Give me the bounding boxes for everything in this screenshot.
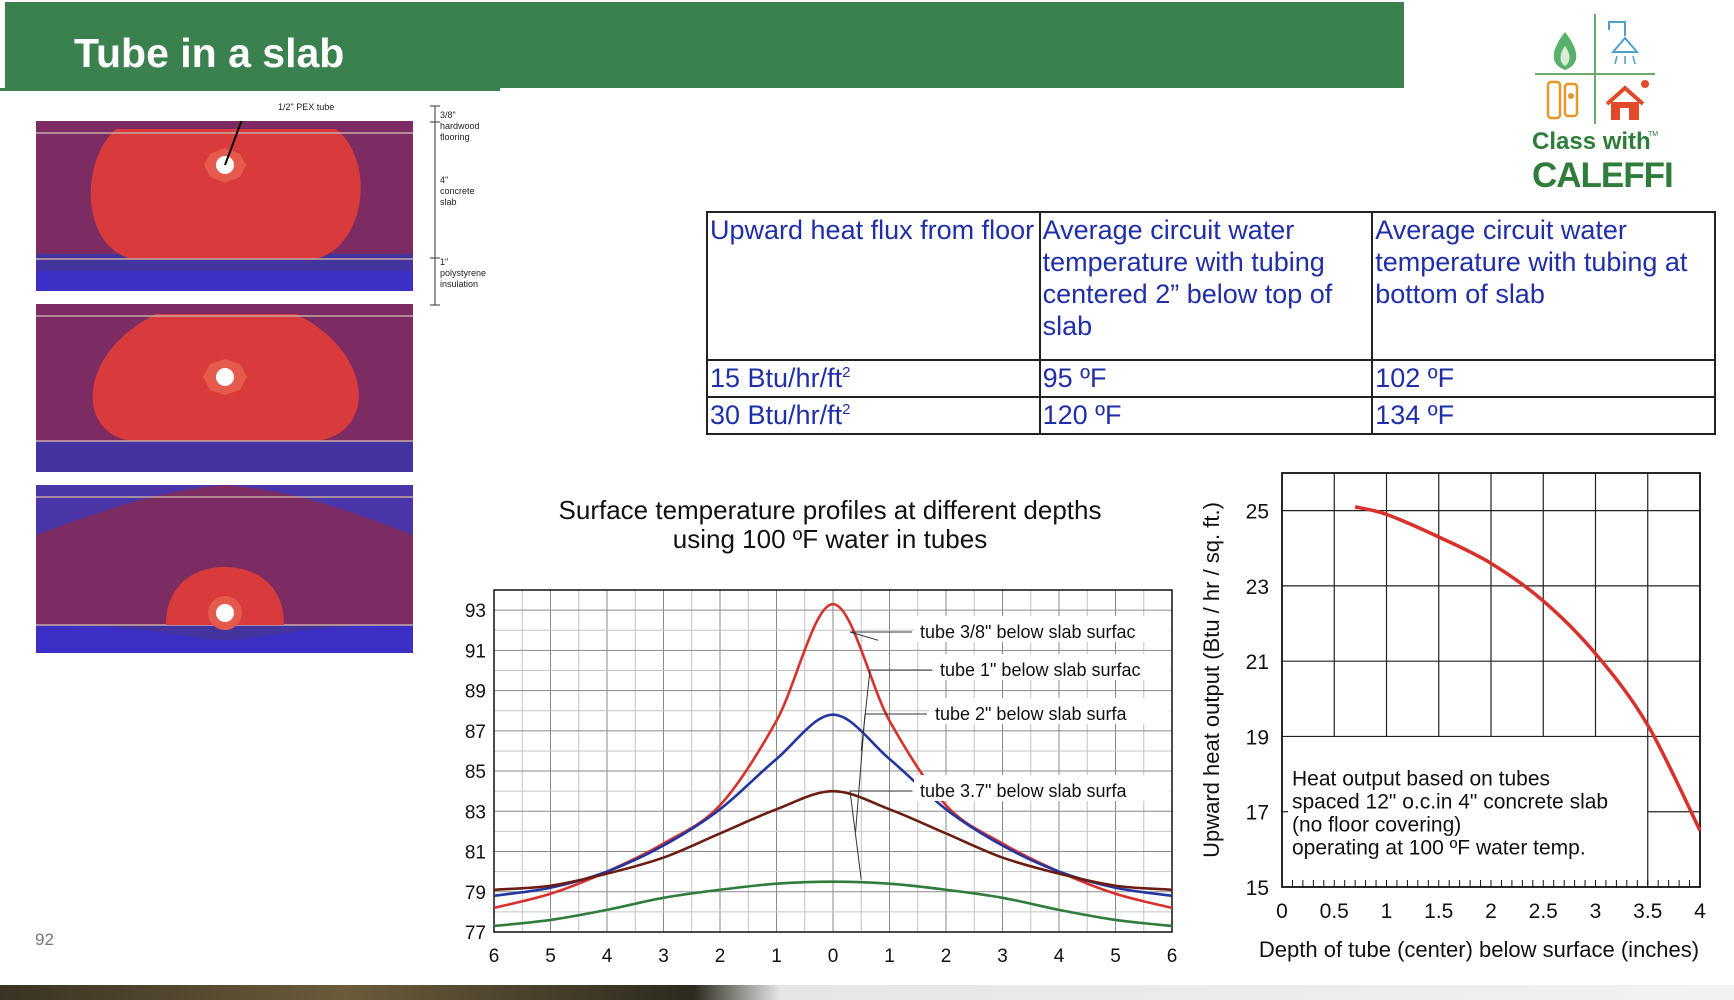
bottom-background-strip	[0, 985, 1734, 1000]
chart1-plot-frame	[493, 589, 1173, 933]
chart1-series-label: tube 3/8" below slab surfac	[920, 622, 1136, 642]
chart1-x-tick-label: 0	[828, 946, 839, 967]
chart2-x-tick-label: 1.5	[1424, 900, 1453, 923]
chart1-series-line	[493, 789, 1173, 892]
chart1-label-backdrop	[914, 775, 1170, 801]
table-cell-flux: 30 Btu/hr/ft2	[706, 396, 1041, 435]
heat-output-chart: 15 17 19 21 23 25 0 0.5 1 1.5 2 2.5 3 3.5 4 Depth of tu…	[1199, 472, 1706, 962]
chart1-title: Surface temperature profiles at differen…	[500, 496, 1160, 554]
chart1-label-backdrop	[914, 616, 1170, 642]
logo-line1: Class with	[1532, 128, 1651, 155]
flooring-label: 3/8" hardwood flooring	[440, 110, 480, 142]
trademark-mark: TM	[1648, 131, 1659, 138]
flame-icon	[1553, 32, 1577, 70]
table-cell-flux: 15 Btu/hr/ft2	[706, 359, 1041, 398]
insulation-label: 1" polystyrene insulation	[440, 257, 487, 289]
table-row: 30 Btu/hr/ft2 120 ºF 134 ºF	[706, 396, 1716, 435]
slab-diagram-3-7-inch	[36, 485, 413, 653]
chart2-annotation-line: (no floor covering)	[1292, 813, 1461, 836]
chart2-y-axis-label: Upward heat output (Btu / hr / sq. ft.)	[1199, 502, 1224, 858]
table-cell: 134 ºF	[1371, 396, 1716, 435]
chart2-y-tick-label: 25	[1246, 501, 1269, 524]
chart1-x-tick-label: 6	[1167, 946, 1178, 967]
table-header-cell: Average circuit water temperature with t…	[1371, 211, 1716, 361]
chart1-title-line1: Surface temperature profiles at differen…	[558, 495, 1102, 525]
table-header-cell: Average circuit water temperature with t…	[1038, 211, 1374, 361]
water-temperature-table: Upward heat flux from floor Average circ…	[706, 211, 1716, 435]
slide-number: 92	[35, 930, 54, 949]
chart1-x-tick-label: 3	[658, 946, 669, 967]
chart1-callout-line	[855, 713, 866, 832]
chart1-x-tick-label: 1	[771, 946, 782, 967]
chart1-y-tick-label: 83	[465, 802, 486, 823]
chart2-annotation-line: Heat output based on tubes	[1292, 767, 1550, 790]
table-header-cell: Upward heat flux from floor	[706, 211, 1041, 361]
pex-tube-label: 1/2" PEX tube	[278, 102, 335, 112]
chart1-y-tick-label: 81	[465, 843, 486, 864]
chart1-y-tick-label: 91	[465, 641, 486, 662]
chart1-x-tick-label: 4	[1054, 946, 1065, 967]
chart2-x-tick-label: 0.5	[1320, 900, 1349, 923]
chart2-x-tick-label: 2	[1485, 900, 1497, 923]
slide-title: Tube in a slab	[74, 30, 345, 76]
chart2-annotation-line: operating at 100 ºF water temp.	[1292, 836, 1586, 859]
chart1-x-tick-label: 2	[715, 946, 726, 967]
chart2-series-line	[1354, 505, 1702, 832]
chart2-x-tick-label: 1	[1381, 900, 1393, 923]
chart1-y-tick-label: 77	[465, 923, 486, 944]
slab-diagram-3-8-inch	[36, 121, 413, 291]
table-header-row: Upward heat flux from floor Average circ…	[706, 211, 1716, 361]
table-row: 15 Btu/hr/ft2 95 ºF 102 ºF	[706, 359, 1716, 398]
chart1-series-label: tube 1" below slab surfac	[940, 660, 1141, 680]
chart2-x-axis-label: Depth of tube (center) below surface (in…	[1259, 937, 1699, 962]
chart1-series-label: tube 2" below slab surfa	[935, 704, 1127, 724]
chart1-y-tick-label: 79	[465, 883, 486, 904]
chart2-y-tick-label: 17	[1246, 802, 1269, 825]
table-cell: 120 ºF	[1038, 396, 1374, 435]
chart1-x-tick-label: 1	[884, 946, 895, 967]
chart1-x-tick-label: 4	[602, 946, 613, 967]
caleffi-logo	[1535, 14, 1655, 124]
chart2-y-tick-label: 19	[1246, 726, 1269, 749]
chart1-series-label: tube 3.7" below slab surfa	[920, 781, 1128, 801]
chart1-title-line2: using 100 ºF water in tubes	[672, 524, 988, 554]
chart1-label-backdrop	[934, 654, 1170, 680]
chart2-x-tick-label: 3	[1590, 900, 1602, 923]
logo-line2: CALEFFI	[1532, 156, 1674, 195]
chart2-y-tick-label: 21	[1246, 651, 1269, 674]
chart1-y-tick-label: 87	[465, 722, 486, 743]
table-cell: 95 ºF	[1038, 359, 1374, 398]
table-cell: 102 ºF	[1371, 359, 1716, 398]
title-underline	[0, 88, 500, 91]
chart1-y-tick-label: 85	[465, 762, 486, 783]
chart1-x-tick-label: 5	[1110, 946, 1121, 967]
chart1-x-tick-label: 6	[489, 946, 500, 967]
chart2-x-tick-label: 0	[1276, 900, 1288, 923]
chart1-callout-line	[849, 790, 862, 880]
chart1-y-tick-label: 93	[465, 601, 486, 622]
slab-dimension-lines	[430, 105, 440, 306]
slab-diagram-1-inch	[36, 304, 413, 472]
shower-icon	[1608, 21, 1640, 65]
house-icon	[1605, 80, 1649, 120]
chart1-x-tick-label: 2	[941, 946, 952, 967]
chart2-x-tick-label: 2.5	[1529, 900, 1558, 923]
title-bar	[5, 2, 1404, 88]
chart2-grid	[1282, 473, 1700, 887]
chart2-y-tick-label: 15	[1246, 877, 1269, 900]
chart1-y-tick-label: 89	[465, 682, 486, 703]
chart2-annotation-line: spaced 12" o.c.in 4" concrete slab	[1292, 790, 1608, 813]
chart1-x-tick-label: 5	[545, 946, 556, 967]
chart1-series-line	[493, 880, 1173, 928]
chart2-x-tick-label: 4	[1694, 900, 1706, 923]
chart1-x-tick-label: 3	[997, 946, 1008, 967]
chart1-callout-line	[849, 631, 879, 641]
chart2-y-tick-label: 23	[1246, 576, 1269, 599]
radiator-icon	[1546, 80, 1579, 120]
chart1-label-backdrop	[929, 698, 1170, 724]
concrete-slab-label: 4" concrete slab	[440, 175, 475, 207]
surface-temperature-chart: 77 79 81 83 85 87 89 91 93 6 5 4 3 2 1 0 1 2 3 4 5 6 tube 3/8"…	[465, 589, 1178, 967]
chart1-series-line	[493, 713, 1173, 898]
chart2-x-tick-label: 3.5	[1633, 900, 1662, 923]
